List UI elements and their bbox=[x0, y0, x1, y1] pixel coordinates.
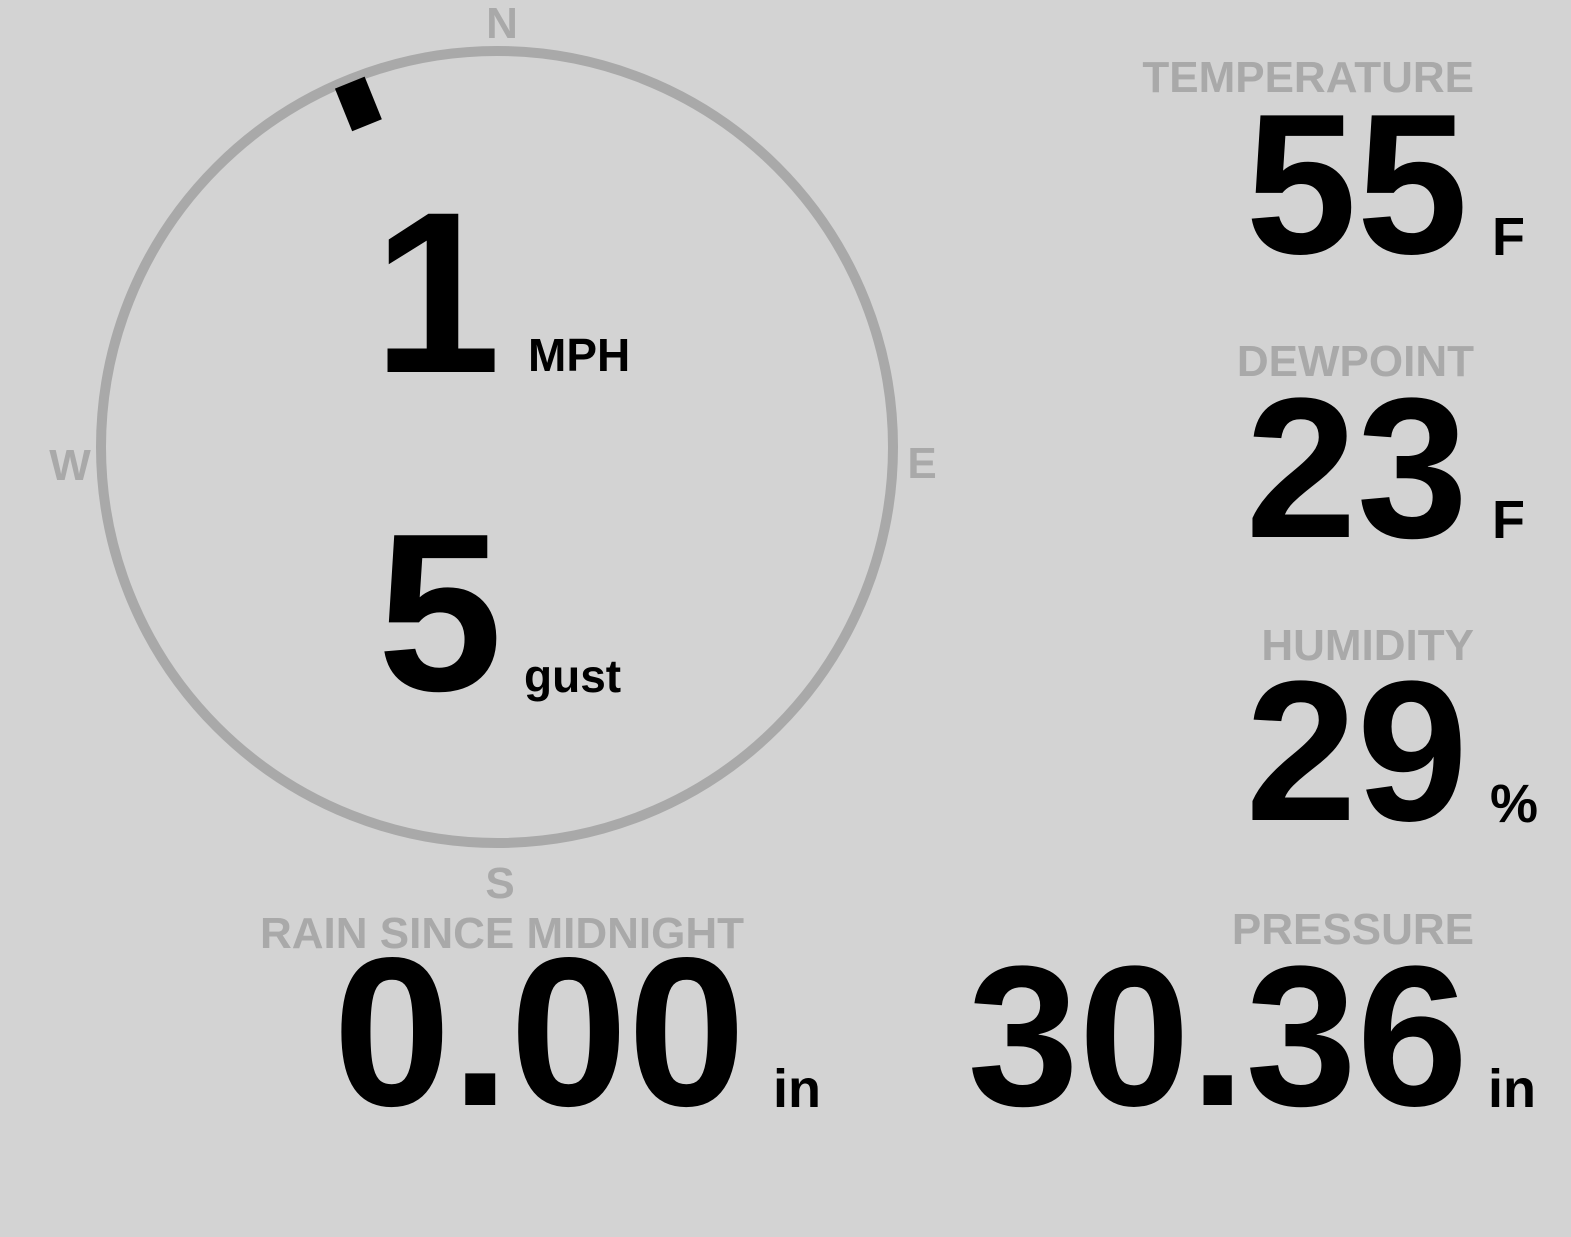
dewpoint-value: 23 bbox=[1246, 357, 1468, 580]
compass: N S W E 1 MPH 5 gust bbox=[49, 0, 936, 908]
temperature-unit: F bbox=[1492, 207, 1525, 267]
rain-value: 0.00 bbox=[333, 913, 746, 1150]
wind-speed: 1 bbox=[373, 164, 501, 421]
humidity-value: 29 bbox=[1246, 640, 1468, 863]
temperature-value: 55 bbox=[1246, 73, 1468, 296]
wind-gust-unit: gust bbox=[524, 650, 621, 702]
wind-direction-marker bbox=[334, 76, 382, 132]
pressure-unit: in bbox=[1488, 1059, 1536, 1119]
temperature-label: TEMPERATURE bbox=[1142, 53, 1474, 102]
compass-ring bbox=[96, 46, 898, 848]
dewpoint-unit: F bbox=[1492, 490, 1525, 550]
compass-west: W bbox=[49, 441, 91, 490]
dewpoint-label: DEWPOINT bbox=[1237, 337, 1474, 386]
pressure-value: 30.36 bbox=[968, 925, 1469, 1148]
wind-gust: 5 bbox=[377, 486, 502, 738]
compass-east: E bbox=[907, 439, 936, 488]
humidity-label: HUMIDITY bbox=[1261, 621, 1474, 670]
humidity-unit: % bbox=[1490, 774, 1538, 834]
compass-south: S bbox=[485, 859, 514, 908]
compass-north: N bbox=[486, 0, 518, 48]
rain-unit: in bbox=[773, 1059, 821, 1119]
rain-label: RAIN SINCE MIDNIGHT bbox=[260, 909, 744, 958]
wind-speed-unit: MPH bbox=[528, 329, 630, 381]
pressure-label: PRESSURE bbox=[1232, 905, 1474, 954]
